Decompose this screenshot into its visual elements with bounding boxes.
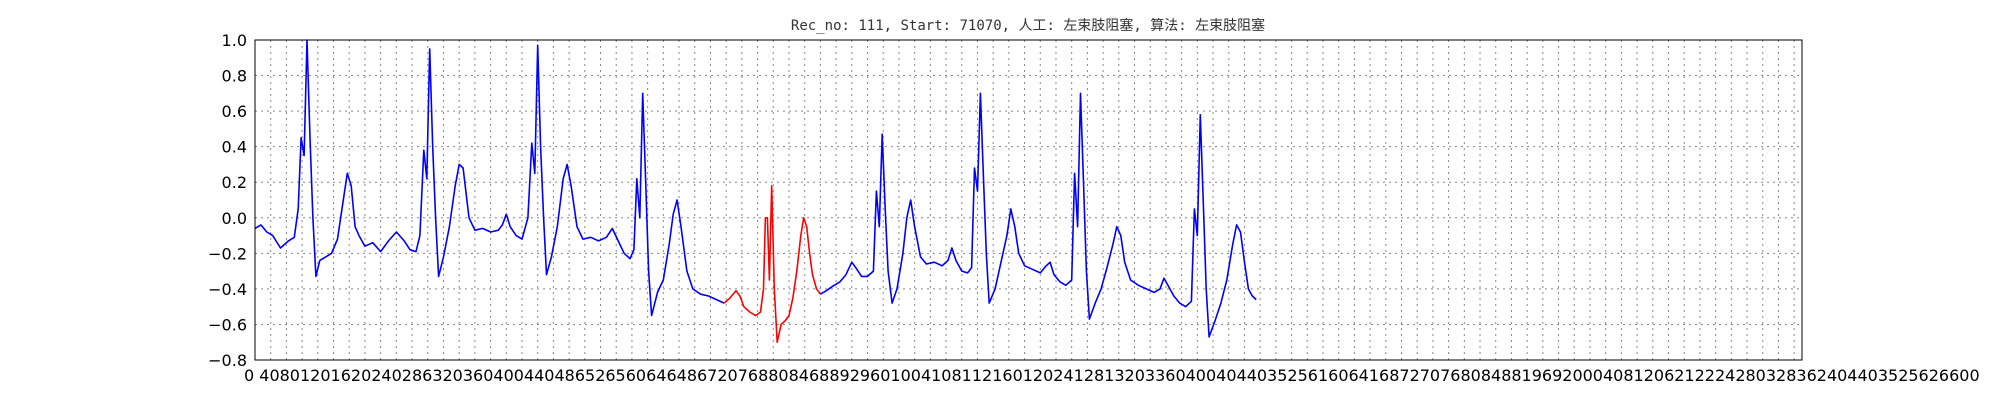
y-tick-label: 1.0 [222, 31, 247, 50]
y-tick-label: 0.6 [222, 102, 247, 121]
grid [255, 40, 1802, 360]
ecg-segment-3 [819, 92, 1257, 338]
ecg-segment-1 [254, 39, 725, 317]
ecg-trace [254, 39, 1257, 344]
y-tick-label: −0.4 [208, 280, 247, 299]
y-tick-label: 0.0 [222, 209, 247, 228]
y-tick-label: 0.4 [222, 138, 247, 157]
y-axis: 1.0 0.8 0.6 0.4 0.2 0.0 −0.2 −0.4 −0.6 −0.8 [208, 31, 247, 370]
ecg-segment-2 [723, 185, 822, 344]
y-tick-label: −0.8 [208, 351, 247, 370]
chart-title: Rec_no: 111, Start: 71070, 人工: 左束肢阻塞, 算法… [791, 17, 1265, 34]
y-tick-label: −0.2 [208, 244, 247, 263]
plot-frame [254, 39, 1803, 361]
x-axis-tick-labels: 0 40801201620240286320360400440486526560… [244, 366, 1980, 385]
y-tick-label: 0.8 [222, 67, 247, 86]
y-tick-label: −0.6 [208, 315, 247, 334]
y-tick-label: 0.2 [222, 173, 247, 192]
